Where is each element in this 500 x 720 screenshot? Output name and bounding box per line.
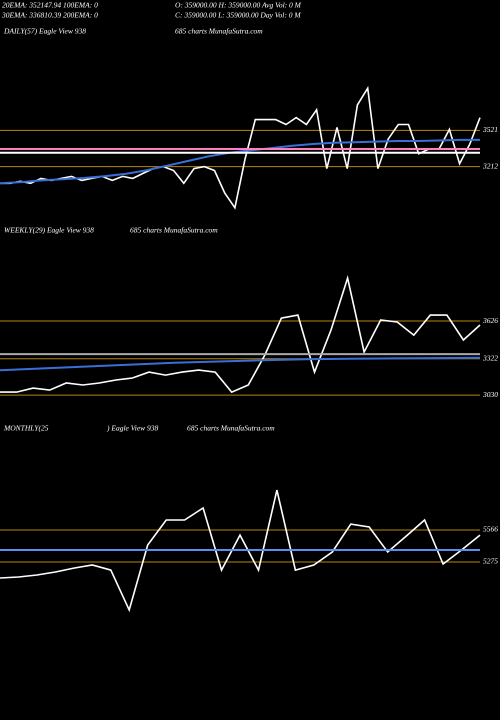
- price-line: [0, 138, 480, 185]
- header-line: O: 359000.00 H: 359000.00 Avg Vol: 0 M: [175, 1, 302, 10]
- price-line: [0, 85, 481, 210]
- panel-title: ) Eagle View 938: [106, 424, 159, 433]
- y-tick-label: 3030: [482, 390, 498, 399]
- header-line: 30EMA: 336810.39 200EMA: 0: [1, 11, 98, 20]
- y-tick-label: 5566: [483, 525, 498, 534]
- price-line: [0, 356, 481, 372]
- y-tick-label: 3322: [482, 354, 498, 363]
- panel-title: WEEKLY(29) Eagle View 938: [4, 226, 94, 235]
- header-line: C: 359000.00 L: 359000.00 Day Vol: 0 M: [175, 11, 301, 20]
- panel-title: DAILY(57) Eagle View 938: [3, 27, 86, 36]
- panel-subtitle: 685 charts MunafaSutra.com: [175, 27, 263, 36]
- panel-subtitle: 685 charts MunafaSutra.com: [187, 424, 275, 433]
- y-tick-label: 3626: [482, 316, 498, 325]
- panel-subtitle: 685 charts MunafaSutra.com: [130, 226, 218, 235]
- panel-title: MONTHLY(25: [3, 424, 49, 433]
- header-line: 20EMA: 352147.94 100EMA: 0: [2, 1, 98, 10]
- y-tick-label: 3212: [482, 161, 498, 170]
- price-line: [0, 489, 481, 613]
- y-tick-label: 3521: [482, 125, 498, 134]
- y-tick-label: 5275: [483, 557, 498, 566]
- price-line: [0, 275, 481, 394]
